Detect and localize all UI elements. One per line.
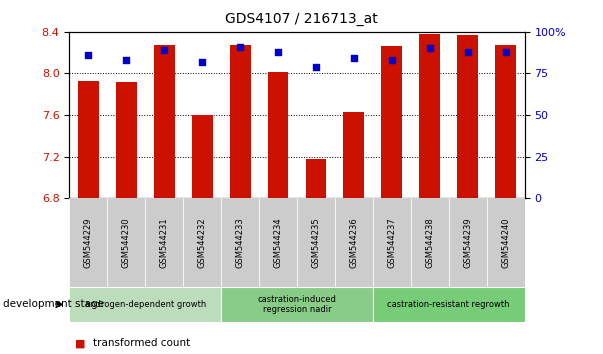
Point	[311, 64, 321, 70]
Bar	[373, 287, 525, 322]
Bar	[69, 287, 221, 322]
Bar	[230, 45, 250, 198]
Point	[425, 46, 435, 51]
Bar	[449, 198, 487, 287]
Text: castration-induced
regression nadir: castration-induced regression nadir	[257, 295, 336, 314]
Point	[501, 49, 511, 55]
Text: androgen-dependent growth: androgen-dependent growth	[84, 300, 206, 309]
Point	[349, 56, 359, 61]
Bar	[335, 198, 373, 287]
Bar	[183, 198, 221, 287]
Text: GSM544233: GSM544233	[236, 217, 245, 268]
Bar	[411, 198, 449, 287]
Point	[121, 57, 131, 63]
Text: GSM544238: GSM544238	[425, 217, 434, 268]
Bar	[154, 45, 175, 198]
Text: GDS4107 / 216713_at: GDS4107 / 216713_at	[225, 12, 378, 27]
Text: GSM544229: GSM544229	[84, 217, 93, 268]
Bar	[107, 198, 145, 287]
Point	[235, 44, 245, 50]
Text: GSM544236: GSM544236	[349, 217, 358, 268]
Text: GSM544237: GSM544237	[387, 217, 396, 268]
Text: development stage: development stage	[3, 299, 104, 309]
Bar	[268, 73, 288, 198]
Text: GSM544234: GSM544234	[274, 217, 283, 268]
Bar	[69, 198, 107, 287]
Point	[83, 52, 93, 58]
Bar	[457, 35, 478, 198]
Point	[197, 59, 207, 65]
Bar	[381, 46, 402, 198]
Text: GSM544230: GSM544230	[122, 217, 131, 268]
Text: GSM544240: GSM544240	[501, 217, 510, 268]
Point	[387, 57, 397, 63]
Point	[273, 49, 283, 55]
Bar	[221, 198, 259, 287]
Text: transformed count: transformed count	[93, 338, 191, 348]
Bar	[78, 81, 99, 198]
Bar	[419, 34, 440, 198]
Bar	[495, 45, 516, 198]
Text: GSM544231: GSM544231	[160, 217, 169, 268]
Bar	[306, 159, 326, 198]
Bar	[192, 115, 213, 198]
Bar	[487, 198, 525, 287]
Text: ■: ■	[75, 338, 86, 348]
Text: castration-resistant regrowth: castration-resistant regrowth	[388, 300, 510, 309]
Text: GSM544235: GSM544235	[311, 217, 320, 268]
Text: GSM544232: GSM544232	[198, 217, 207, 268]
Bar	[116, 82, 137, 198]
Bar	[221, 287, 373, 322]
Text: GSM544239: GSM544239	[463, 217, 472, 268]
Bar	[373, 198, 411, 287]
Point	[463, 49, 473, 55]
Bar	[259, 198, 297, 287]
Bar	[297, 198, 335, 287]
Bar	[344, 112, 364, 198]
Bar	[145, 198, 183, 287]
Point	[159, 47, 169, 53]
